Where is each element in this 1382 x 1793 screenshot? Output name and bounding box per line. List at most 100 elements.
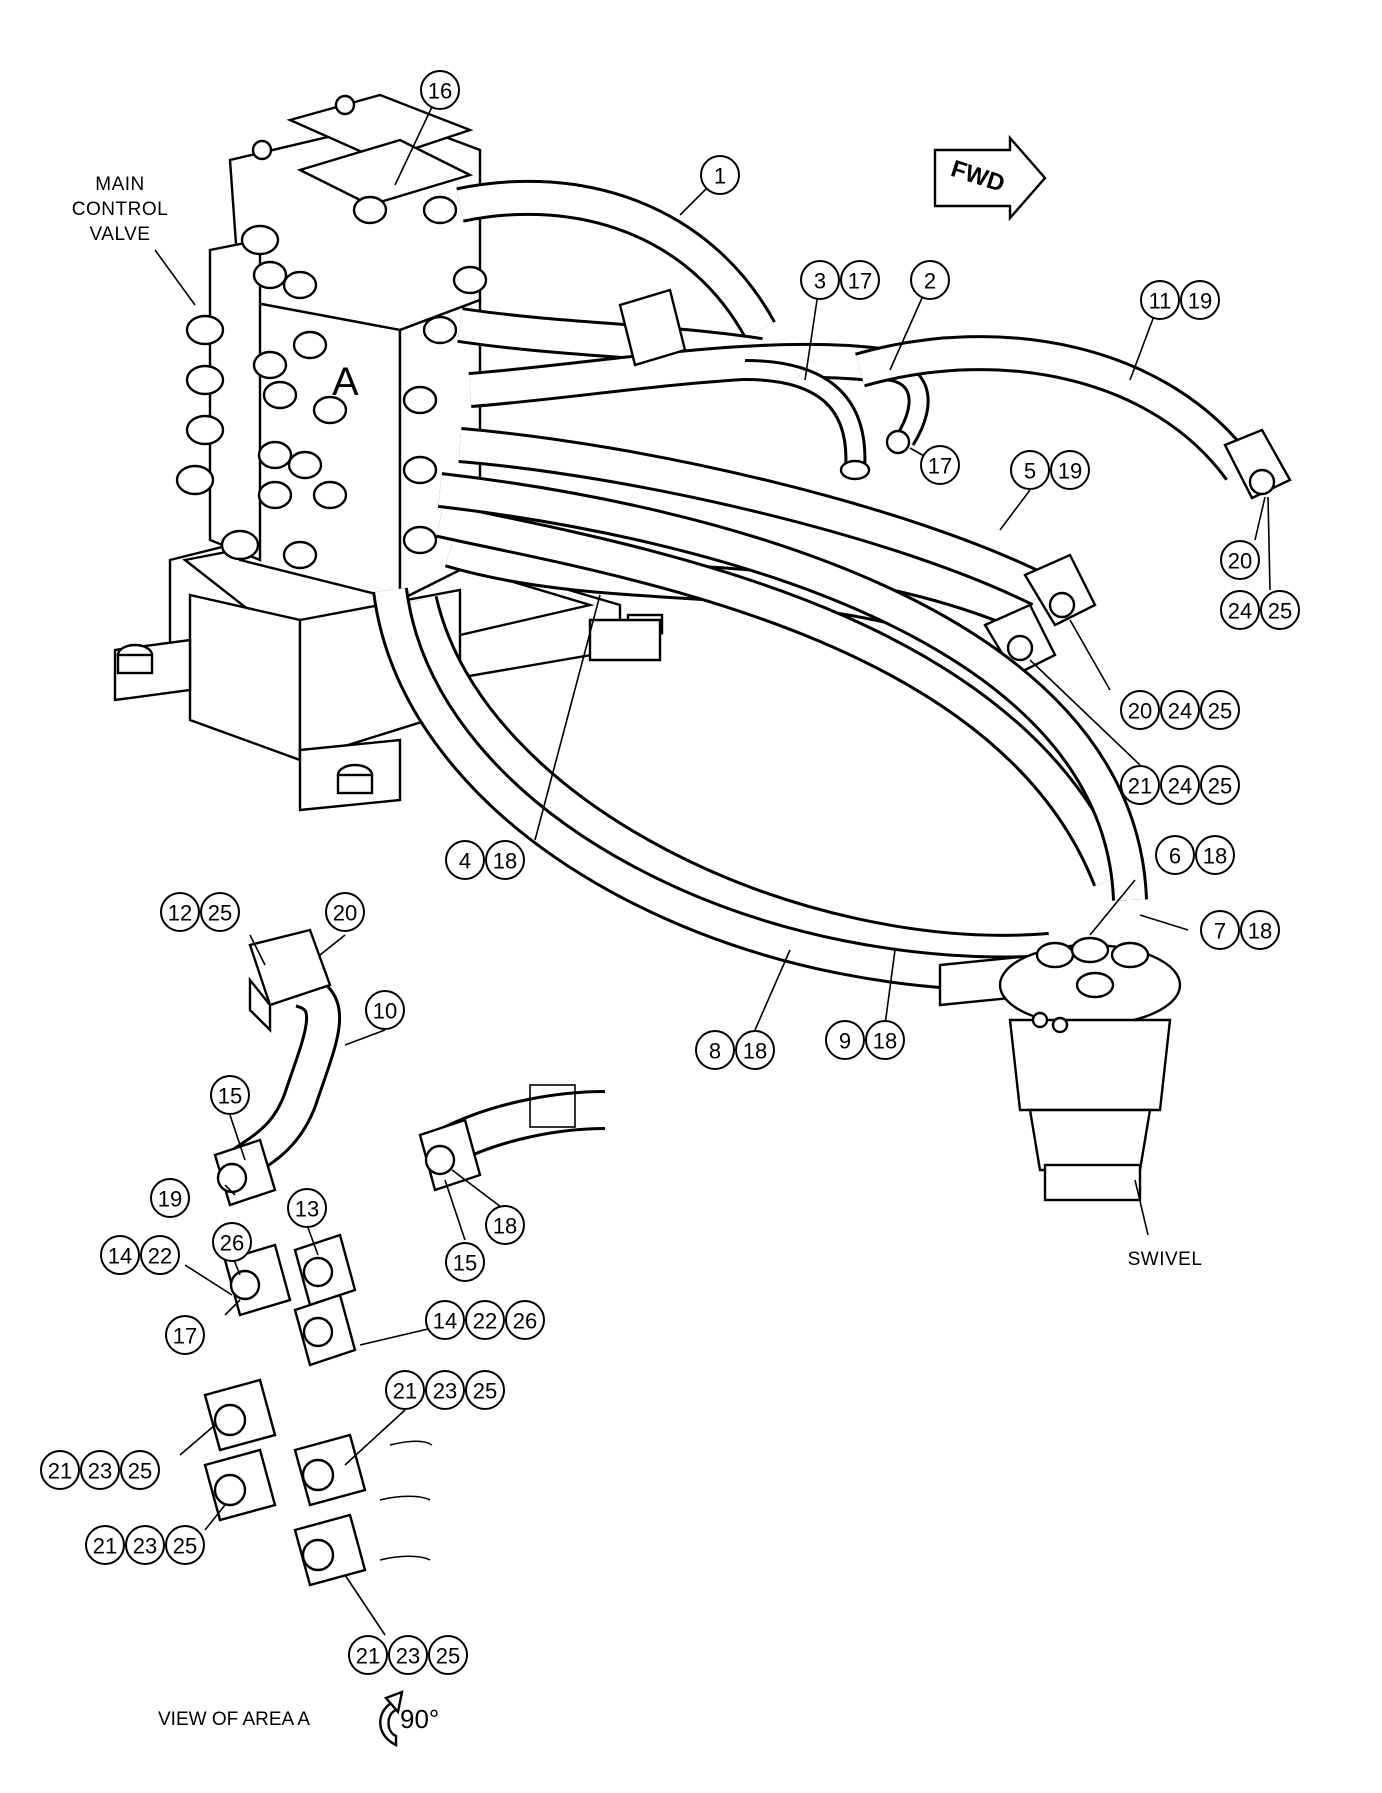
callout-number: 18: [1248, 919, 1272, 944]
callout-number: 15: [218, 1084, 242, 1109]
callout-circle: [140, 1235, 180, 1275]
callout-circle: [825, 1020, 865, 1060]
callout-number: 11: [1149, 289, 1172, 314]
callout-19: 19: [150, 1178, 190, 1218]
callout-number: 26: [513, 1309, 537, 1334]
callout-14-22-26: 14 22 26: [425, 1300, 545, 1340]
detail-hose-18-end: [418, 1084, 606, 1192]
callout-18: 18: [485, 1205, 525, 1245]
callout-circle: [1180, 280, 1220, 320]
callout-circle: [1120, 765, 1160, 805]
callout-circle: [120, 1450, 160, 1490]
callout-number: 23: [433, 1379, 457, 1404]
callout-9-18: 9 18: [825, 1020, 905, 1060]
callout-number: 21: [1128, 774, 1152, 799]
detail-hose-10: [213, 928, 341, 1207]
callout-2: 2: [910, 260, 950, 300]
rotation-label: 90°: [400, 1704, 439, 1734]
callout-circle: [1010, 450, 1050, 490]
callout-circle: [465, 1370, 505, 1410]
callout-number: 20: [333, 901, 357, 926]
callout-number: 25: [1268, 599, 1292, 624]
callout-circle: [1240, 910, 1280, 950]
callout-number: 22: [148, 1244, 172, 1269]
callout-number: 25: [436, 1644, 460, 1669]
callout-number: 21: [48, 1459, 72, 1484]
callout-21-23-25c: 21 23 25: [85, 1525, 205, 1565]
callout-21-24-25: 21 24 25: [1120, 765, 1240, 805]
callout-circle: [425, 1370, 465, 1410]
callout-number: 15: [453, 1251, 477, 1276]
callout-circle: [420, 70, 460, 110]
callout-number: 1: [714, 164, 726, 189]
callout-circle: [100, 1235, 140, 1275]
valve-spool-fittings: [175, 195, 488, 570]
callout-circle: [910, 260, 950, 300]
callout-circle: [165, 1315, 205, 1355]
callout-circle: [85, 1525, 125, 1565]
callout-number: 17: [928, 454, 952, 479]
callout-13: 13: [287, 1188, 327, 1228]
callout-number: 24: [1228, 599, 1252, 624]
callout-number: 25: [1208, 774, 1232, 799]
callout-number: 18: [493, 849, 517, 874]
callout-number: 23: [88, 1459, 112, 1484]
callout-circle: [505, 1300, 545, 1340]
callout-21-23-25d: 21 23 25: [348, 1635, 468, 1675]
main-control-valve-label: MAIN CONTROL VALVE: [72, 174, 168, 245]
callout-circle: [200, 892, 240, 932]
callout-number: 23: [133, 1534, 157, 1559]
callout-6-18: 6 18: [1155, 835, 1235, 875]
callout-24-25a: 24 25: [1220, 590, 1300, 630]
hose-upper-pair: [457, 307, 883, 408]
callout-number: 7: [1214, 919, 1226, 944]
callout-5-19: 5 19: [1010, 450, 1090, 490]
callout-number: 19: [1188, 289, 1212, 314]
callout-circle: [1200, 910, 1240, 950]
callout-circle: [1200, 690, 1240, 730]
callout-number: 18: [1203, 844, 1227, 869]
callout-circle: [160, 892, 200, 932]
callout-number: 14: [433, 1309, 457, 1334]
callout-circle: [445, 840, 485, 880]
callout-circle: [1160, 690, 1200, 730]
callout-number: 17: [173, 1324, 197, 1349]
callout-16: 16: [420, 70, 460, 110]
callout-15b: 15: [445, 1242, 485, 1282]
callout-number: 24: [1168, 774, 1192, 799]
hose-2: [879, 359, 930, 455]
callout-circle: [80, 1450, 120, 1490]
callout-circle: [1155, 835, 1195, 875]
callout-7-18: 7 18: [1200, 910, 1280, 950]
hose-clamp-block: [618, 288, 687, 367]
view-caption: VIEW OF AREA A 90°: [158, 1690, 439, 1747]
callout-number: 25: [473, 1379, 497, 1404]
callout-number: 25: [128, 1459, 152, 1484]
swivel-joint: [938, 936, 1182, 1202]
callout-number: 5: [1024, 459, 1036, 484]
callout-number: 25: [1208, 699, 1232, 724]
callout-8-18: 8 18: [695, 1030, 775, 1070]
main-control-valve: A: [113, 93, 664, 812]
callout-number: 17: [848, 269, 872, 294]
callout-circle: [425, 1300, 465, 1340]
hose-1: [456, 179, 776, 339]
callout-circle: [212, 1222, 252, 1262]
callout-number: 9: [839, 1029, 851, 1054]
callout-number: 25: [208, 901, 232, 926]
callout-circle: [1220, 540, 1260, 580]
area-a-marker: A: [332, 360, 359, 404]
callout-circle: [1160, 765, 1200, 805]
callout-number: 21: [356, 1644, 380, 1669]
callout-number: 23: [396, 1644, 420, 1669]
callout-number: 12: [168, 901, 192, 926]
callout-circle: [445, 1242, 485, 1282]
swivel-label: SWIVEL: [1128, 1249, 1203, 1270]
callout-circle: [695, 1030, 735, 1070]
callout-11-19: 11 19: [1140, 280, 1220, 320]
callout-circle: [40, 1450, 80, 1490]
callout-circle: [388, 1635, 428, 1675]
callout-12-25: 12 25: [160, 892, 240, 932]
